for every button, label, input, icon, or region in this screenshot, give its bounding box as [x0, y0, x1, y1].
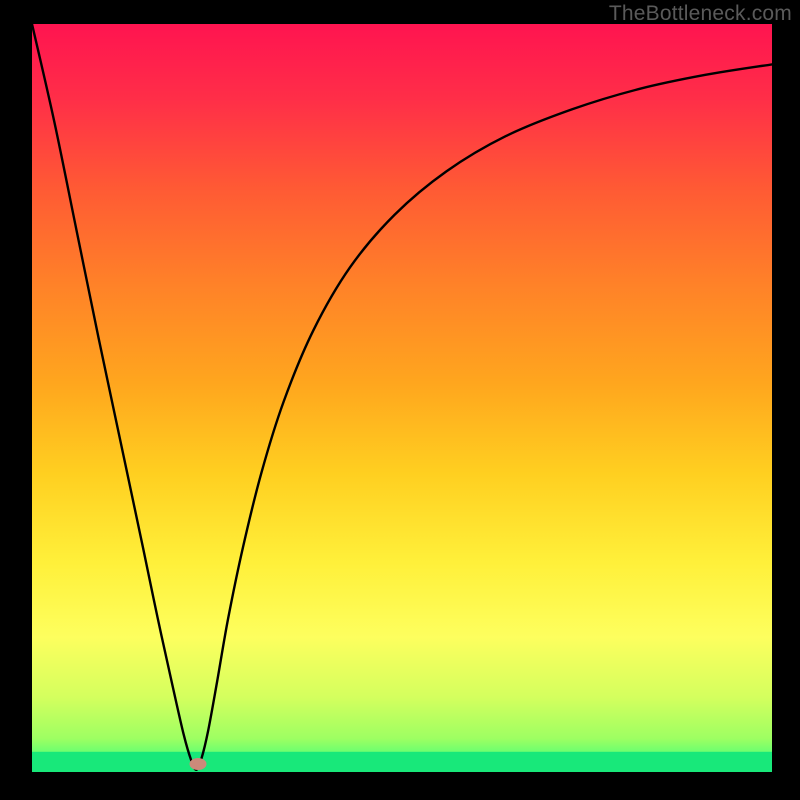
bottleneck-plot [32, 24, 772, 772]
chart-frame: TheBottleneck.com [0, 0, 800, 800]
watermark-text: TheBottleneck.com [609, 2, 792, 26]
plot-background [32, 24, 772, 772]
plot-bottom-strip [32, 752, 772, 772]
optimal-point-marker [189, 758, 206, 770]
